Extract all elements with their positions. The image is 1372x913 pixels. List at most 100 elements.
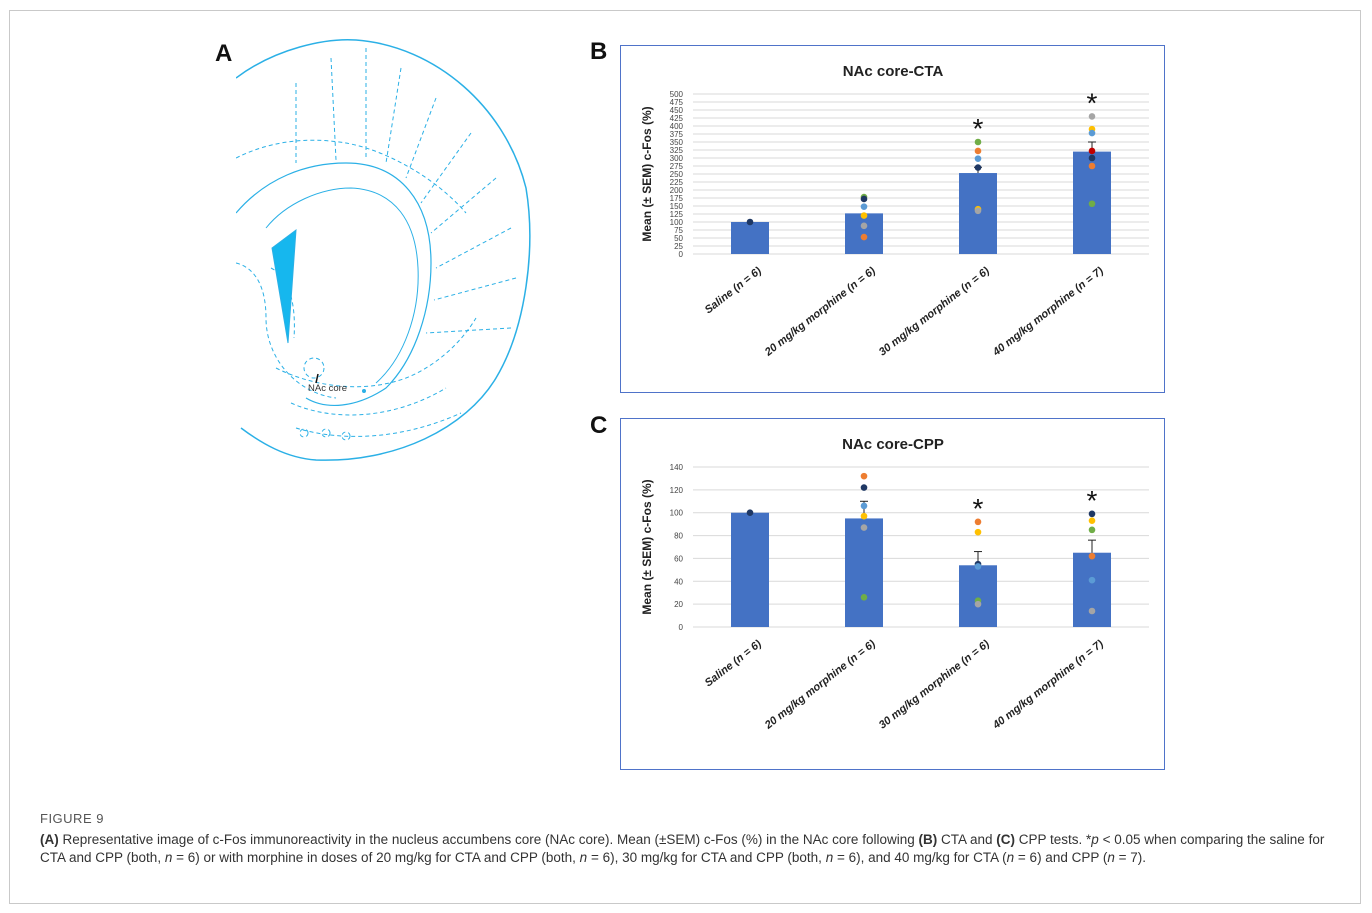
caption-text-p: < 0.05 when comparing the saline for CTA… bbox=[40, 832, 1325, 865]
caption-n1: n bbox=[164, 850, 173, 865]
chart-c-data-point bbox=[1088, 552, 1096, 560]
chart-b-data-point bbox=[860, 233, 868, 241]
panel-c-letter: C bbox=[590, 412, 608, 439]
chart-b-ytick-label: 25 bbox=[674, 242, 683, 251]
chart-b-bar bbox=[731, 222, 769, 254]
chart-c-category-label: 20 mg/kg morphine (n = 6) bbox=[762, 638, 878, 732]
chart-b-ytick-label: 350 bbox=[670, 138, 684, 147]
chart-b-data-point bbox=[1088, 200, 1096, 208]
chart-c-title: NAc core-CPP bbox=[842, 436, 944, 453]
caption-n3: n bbox=[825, 850, 834, 865]
chart-c-data-point bbox=[974, 563, 982, 570]
chart-b-significance-star: * bbox=[1087, 87, 1098, 118]
chart-c-data-point bbox=[1088, 607, 1096, 615]
figure-label: FIGURE 9 bbox=[40, 811, 104, 826]
chart-b-data-point bbox=[974, 155, 982, 162]
chart-c-ytick-label: 140 bbox=[670, 463, 684, 472]
panel-a-letter: A bbox=[215, 40, 233, 67]
chart-b-data-point bbox=[860, 203, 868, 210]
chart-c-significance-star: * bbox=[973, 493, 984, 524]
chart-b-data-point bbox=[1088, 162, 1096, 170]
caption-text: (A) Representative image of c-Fos immuno… bbox=[40, 831, 1340, 867]
panel-b-letter: B bbox=[590, 38, 608, 65]
chart-c-data-point bbox=[974, 600, 982, 608]
caption-tag-b: (B) bbox=[918, 832, 938, 847]
chart-b-ytick-label: 400 bbox=[670, 122, 684, 131]
chart-c: NAc core-CPP 0 20 40 60 80 100 120 140 Mean (± SE… bbox=[640, 436, 1149, 732]
chart-b-data-point bbox=[860, 212, 868, 219]
chart-b-ytick-label: 150 bbox=[670, 202, 684, 211]
chart-c-data-point bbox=[746, 509, 754, 517]
chart-b-ytick-label: 75 bbox=[674, 226, 683, 235]
chart-b-category-label: 40 mg/kg morphine (n = 7) bbox=[990, 265, 1106, 359]
chart-c-bar bbox=[845, 518, 883, 627]
chart-b-ytick-label: 325 bbox=[670, 146, 684, 155]
chart-b-ytick-label: 450 bbox=[670, 106, 684, 115]
chart-b-ytick-label: 0 bbox=[679, 250, 684, 259]
chart-c-ytick-label: 0 bbox=[679, 623, 684, 632]
chart-b-data-point bbox=[1088, 129, 1096, 137]
chart-c-ytick-label: 60 bbox=[674, 554, 683, 563]
chart-b-data-point bbox=[746, 218, 754, 226]
chart-b-ytick-label: 225 bbox=[670, 178, 684, 187]
nac-core-label: NAc core bbox=[308, 383, 347, 394]
chart-b-ytick-label: 100 bbox=[670, 218, 684, 227]
caption-tag-a: (A) bbox=[40, 832, 59, 847]
chart-c-data-point bbox=[974, 518, 982, 526]
chart-c-data-point bbox=[1088, 576, 1096, 584]
chart-b-data-point bbox=[974, 207, 982, 215]
chart-b-data-point bbox=[974, 164, 982, 171]
chart-c-data-point bbox=[860, 472, 868, 480]
chart-b-significance-star: * bbox=[973, 113, 984, 144]
chart-c-data-point bbox=[1088, 517, 1096, 525]
chart-b-title: NAc core-CTA bbox=[843, 63, 944, 80]
chart-c-data-point bbox=[1088, 526, 1096, 534]
chart-b-ytick-label: 125 bbox=[670, 210, 684, 219]
chart-c-data-point bbox=[974, 528, 982, 536]
chart-b-data-point bbox=[974, 138, 982, 146]
chart-b-ytick-label: 425 bbox=[670, 114, 684, 123]
caption-n2: n bbox=[579, 850, 588, 865]
chart-c-data-point bbox=[860, 593, 868, 601]
caption-text-b: CTA and bbox=[937, 832, 997, 847]
chart-c-ylabel: Mean (± SEM) c-Fos (%) bbox=[640, 479, 654, 614]
chart-c-bar bbox=[731, 512, 769, 627]
caption-text-c: CPP tests. * bbox=[1015, 832, 1092, 847]
chart-b-ytick-label: 475 bbox=[670, 98, 684, 107]
caption-n5: n bbox=[1107, 850, 1115, 865]
chart-b-data-point bbox=[1088, 113, 1096, 120]
caption-p: p bbox=[1091, 832, 1099, 847]
caption-text-a: Representative image of c-Fos immunoreac… bbox=[58, 832, 919, 847]
chart-c-data-point bbox=[860, 524, 868, 531]
caption-t1: = 6) or with morphine in doses of 20 mg/… bbox=[172, 850, 580, 865]
chart-c-frame: NAc core-CPP 0 20 40 60 80 100 120 140 Mean (± SE… bbox=[620, 418, 1165, 770]
chart-b-ytick-label: 200 bbox=[670, 186, 684, 195]
chart-b-data-point bbox=[860, 222, 868, 230]
brain-atlas-image: NAc core bbox=[236, 39, 531, 461]
chart-b-category-label: 30 mg/kg morphine (n = 6) bbox=[877, 265, 992, 359]
chart-b-ytick-label: 375 bbox=[670, 130, 684, 139]
chart-b-data-point bbox=[1088, 154, 1096, 162]
chart-c-ytick-label: 40 bbox=[674, 577, 683, 586]
chart-c-significance-star: * bbox=[1087, 485, 1098, 516]
chart-c-ytick-label: 80 bbox=[674, 532, 683, 541]
chart-b-frame: NAc core-CTA 0 25 50 75 100 125 150 175 200 225 250… bbox=[620, 45, 1165, 393]
chart-c-ytick-label: 120 bbox=[670, 486, 684, 495]
chart-c-data-point bbox=[1088, 510, 1096, 518]
brain-outer-outline bbox=[236, 39, 531, 461]
chart-b-data-point bbox=[1088, 147, 1096, 155]
chart-c-data-point bbox=[860, 484, 868, 491]
caption-tag-c: (C) bbox=[996, 832, 1016, 847]
chart-b-ytick-label: 50 bbox=[674, 234, 683, 243]
chart-c-category-label: 40 mg/kg morphine (n = 7) bbox=[990, 638, 1106, 732]
chart-b-ytick-label: 300 bbox=[670, 154, 684, 163]
chart-c-ytick-label: 20 bbox=[674, 600, 683, 609]
chart-c-category-label: 30 mg/kg morphine (n = 6) bbox=[877, 638, 992, 732]
chart-b-category-label: Saline (n = 6) bbox=[703, 265, 764, 317]
caption-t2: = 6), 30 mg/kg for CTA and CPP (both, bbox=[587, 850, 826, 865]
chart-c-category-label: Saline (n = 6) bbox=[703, 638, 764, 690]
caption-t5: = 7). bbox=[1114, 850, 1147, 865]
caption-n4: n bbox=[1006, 850, 1015, 865]
chart-c-bar bbox=[959, 565, 997, 627]
caption-t3: = 6), and 40 mg/kg for CTA ( bbox=[833, 850, 1007, 865]
